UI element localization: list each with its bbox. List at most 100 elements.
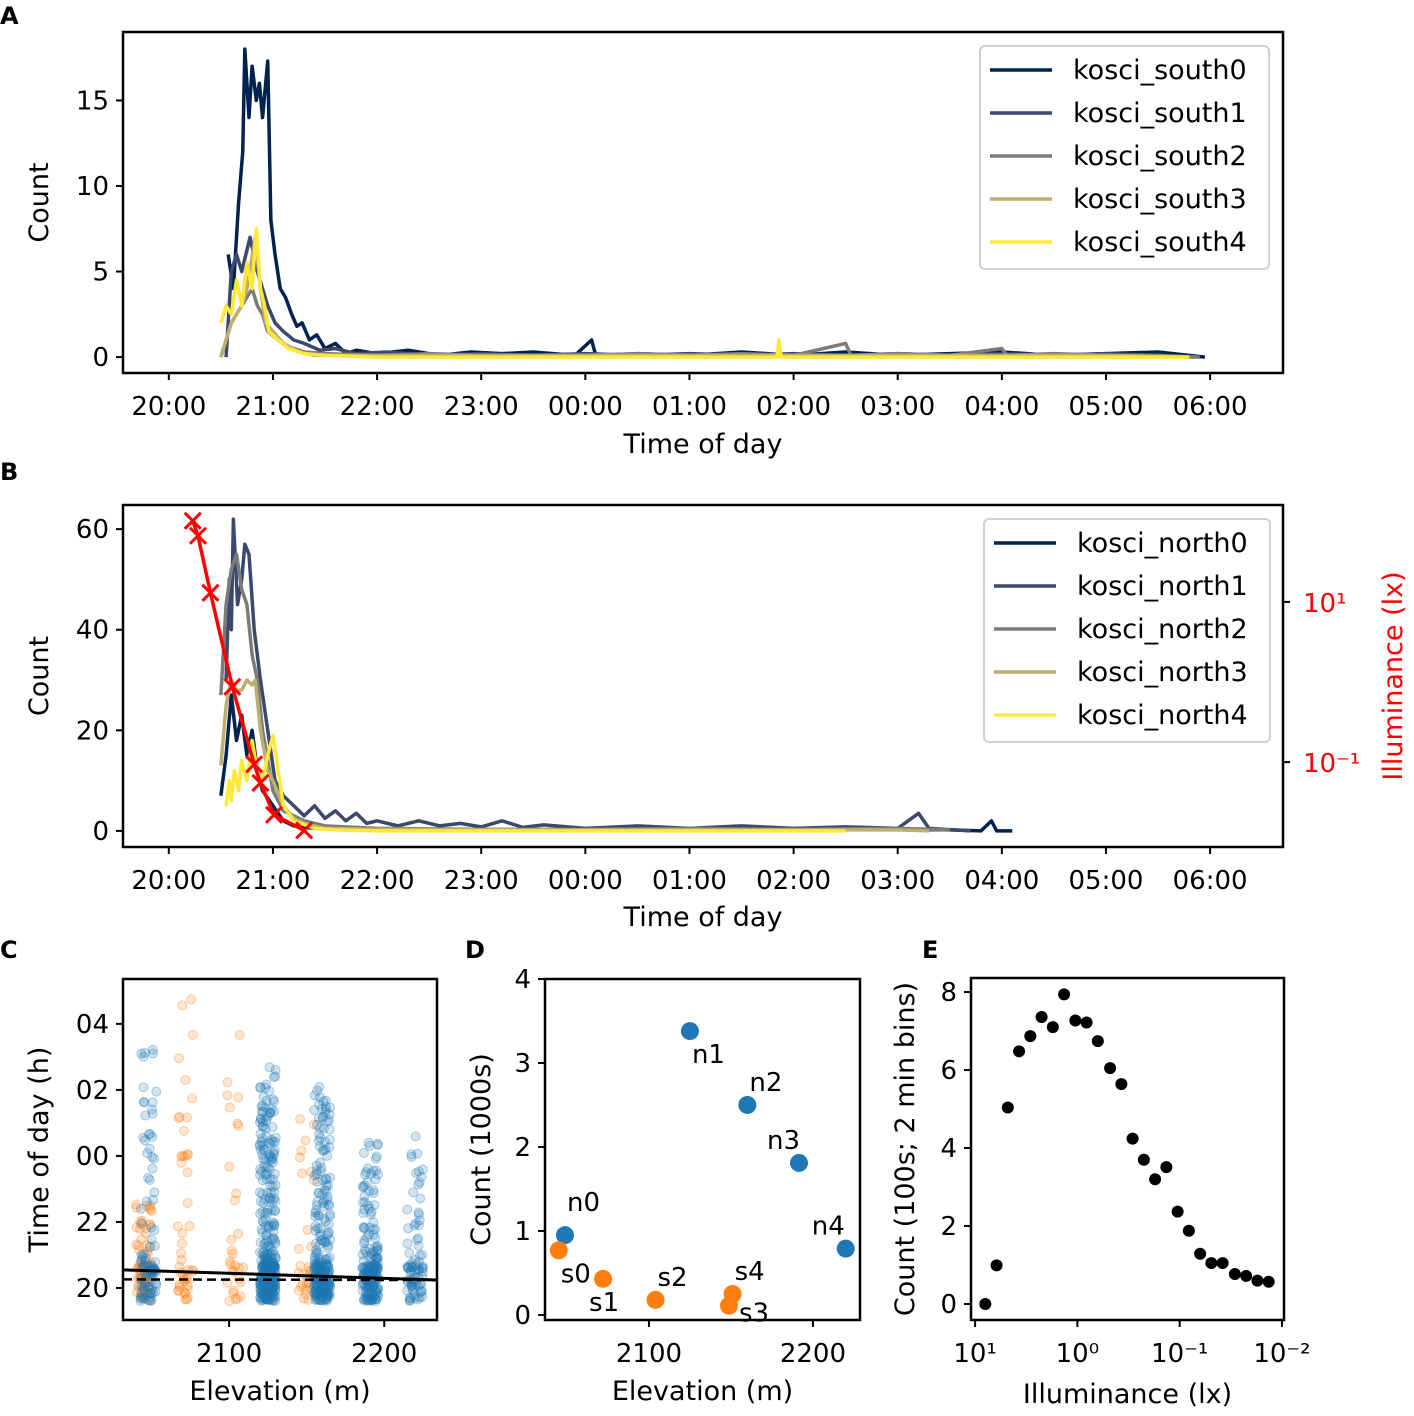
legend-label: kosci_south2 [1073, 141, 1247, 172]
scatter-point-north [257, 1215, 268, 1226]
scatter-point-north [413, 1209, 424, 1220]
scatter-point-north [364, 1243, 375, 1254]
scatter-point-south [177, 1238, 188, 1249]
scatter-point-south [176, 1254, 187, 1265]
scatter-point-south [145, 1285, 156, 1296]
scatter-point-north [372, 1244, 383, 1255]
scatter-point-north [372, 1282, 383, 1293]
scatter-point-north [358, 1182, 369, 1193]
scatter-point-north [265, 1180, 276, 1191]
scatter-point-north [311, 1290, 322, 1301]
scatter-point-north [262, 1187, 273, 1198]
x-tick-label: 10⁻¹ [1151, 1339, 1208, 1369]
scatter-point-north [370, 1252, 381, 1263]
scatter-point-north [363, 1262, 374, 1273]
scatter-point-south [234, 1029, 245, 1040]
scatter-point-north [313, 1253, 324, 1264]
scatter-point-north [317, 1286, 328, 1297]
scatter-point-north [139, 1293, 150, 1304]
data-point [1080, 1016, 1093, 1029]
scatter-point-north [261, 1095, 272, 1106]
scatter-point-north [360, 1286, 371, 1297]
series-line-kosci_north3 [219, 678, 930, 833]
y-tick-label: 0 [514, 1301, 531, 1331]
scatter-point-north [323, 1219, 334, 1230]
scatter-point-north [357, 1262, 368, 1273]
scatter-point-north [318, 1123, 329, 1134]
scatter-point-north [264, 1263, 275, 1274]
scatter-point-north [317, 1145, 328, 1156]
data-point [1013, 1045, 1026, 1058]
scatter-point-north [259, 1293, 270, 1304]
scatter-point-north [145, 1292, 156, 1303]
scatter-point-north [319, 1236, 330, 1247]
scatter-point-north [366, 1261, 377, 1272]
x-tick-label: 01:00 [652, 392, 727, 422]
scatter-point-north [320, 1216, 331, 1227]
x-tick-label: 20:00 [131, 392, 206, 422]
scatter-point-north [148, 1287, 159, 1298]
scatter-point-north [258, 1144, 269, 1155]
scatter-point-north [362, 1262, 373, 1273]
x-tick-label: 2100 [196, 1339, 262, 1369]
scatter-point-north [362, 1281, 373, 1292]
scatter-point-south [182, 1280, 193, 1291]
scatter-point-north [320, 1104, 331, 1115]
scatter-point-north [265, 1288, 276, 1299]
scatter-point-north [266, 1187, 277, 1198]
scatter-point-north [265, 1107, 276, 1118]
scatter-point-north [365, 1263, 376, 1274]
scatter-point-north [264, 1260, 275, 1271]
scatter-point-north [136, 1218, 147, 1229]
x-tick-label: 22:00 [340, 866, 415, 896]
scatter-point-north [317, 1113, 328, 1124]
scatter-point-north [266, 1234, 277, 1245]
scatter-point-north [358, 1208, 369, 1219]
scatter-point-north [365, 1263, 376, 1274]
scatter-point-south [309, 1119, 320, 1130]
scatter-point-south [222, 1090, 233, 1101]
scatter-point-north [315, 1166, 326, 1177]
scatter-point-south [182, 1167, 193, 1178]
illuminance-marker [245, 755, 264, 774]
scatter-point-north [268, 1283, 279, 1294]
scatter-point-north [361, 1167, 372, 1178]
scatter-point-north [367, 1294, 378, 1305]
scatter-point-north [372, 1263, 383, 1274]
scatter-point-north [257, 1247, 268, 1258]
scatter-point-north [315, 1284, 326, 1295]
scatter-point-north [322, 1116, 333, 1127]
series-line-kosci_north1 [224, 517, 971, 833]
dashed-line [122, 1278, 438, 1282]
scatter-point-north [268, 1096, 279, 1107]
scatter-point-north [369, 1262, 380, 1273]
scatter-point-south [133, 1240, 144, 1251]
scatter-point-north [255, 1292, 266, 1303]
scatter-point-north [265, 1261, 276, 1272]
legend-label: kosci_south1 [1073, 98, 1247, 129]
scatter-point-north [264, 1281, 275, 1292]
legend-label: kosci_north1 [1077, 571, 1248, 602]
scatter-point-north [324, 1252, 335, 1263]
scatter-point-north [314, 1264, 325, 1275]
scatter-point-north [269, 1218, 280, 1229]
scatter-point-north [414, 1250, 425, 1261]
scatter-point-north [315, 1264, 326, 1275]
scatter-point-south [179, 1151, 190, 1162]
scatter-point-north [257, 1263, 268, 1274]
scatter-point-north [321, 1294, 332, 1305]
scatter-point-north [264, 1149, 275, 1160]
scatter-point-south [180, 1075, 191, 1086]
scatter-point-north [311, 1248, 322, 1259]
scatter-point-south [133, 1281, 144, 1292]
scatter-point-north [314, 1239, 325, 1250]
scatter-point-north [372, 1288, 383, 1299]
legend-label: kosci_south3 [1073, 184, 1247, 215]
scatter-point-north [267, 1174, 278, 1185]
scatter-point-north [323, 1288, 334, 1299]
scatter-point-north [258, 1291, 269, 1302]
scatter-point-south [176, 1248, 187, 1259]
scatter-point-north [319, 1185, 330, 1196]
x-tick-label: 23:00 [444, 866, 519, 896]
scatter-point-north [322, 1191, 333, 1202]
